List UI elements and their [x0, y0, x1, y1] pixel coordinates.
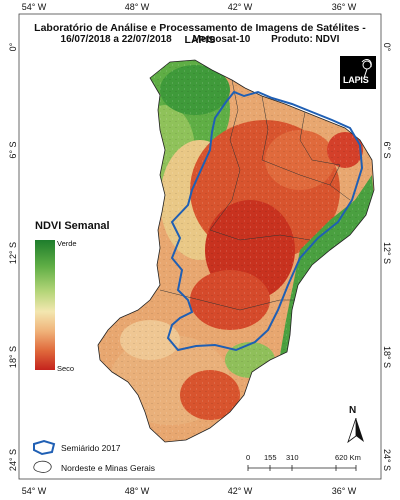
header-satellite: Meteosat-10 [192, 34, 251, 45]
north-arrow-label: N [349, 405, 357, 416]
ndvi-raster [98, 60, 374, 442]
map-legend-symbols [33, 439, 56, 473]
ndvi-legend-title: NDVI Semanal [35, 220, 110, 232]
north-arrow-icon [347, 418, 364, 444]
lon-top-2: 48° W [124, 2, 150, 12]
header-institution: Laboratório de Análise e Processamento d… [34, 22, 366, 46]
lon-top-1: 54° W [21, 2, 47, 12]
scale-tick-0: 0 [246, 453, 251, 462]
lat-right-5: 24° S [382, 448, 392, 472]
lat-left-4: 18° S [8, 345, 18, 369]
header-product: Produto: NDVI [271, 34, 340, 45]
lon-bottom-4: 36° W [331, 486, 357, 496]
lon-bottom-3: 42° W [227, 486, 253, 496]
scale-tick-3: 620 Km [335, 453, 361, 462]
scale-tick-2: 310 [286, 453, 299, 462]
lon-bottom-2: 48° W [124, 486, 150, 496]
region-outline [97, 59, 375, 443]
region-legend-label: Nordeste e Minas Gerais [61, 463, 156, 473]
lat-right-4: 18° S [382, 345, 392, 369]
semiarid-boundary [166, 90, 364, 352]
lon-top-4: 36° W [331, 2, 357, 12]
lapis-logo: LAPIS [340, 56, 376, 89]
lat-right-2: 6° S [382, 141, 392, 159]
lat-right-1: 0° [382, 42, 392, 52]
region-symbol [33, 460, 52, 473]
lat-right-3: 12° S [382, 241, 392, 265]
lat-left-1: 0° [8, 42, 18, 52]
semiarid-symbol [33, 439, 56, 456]
lat-left-5: 24° S [8, 448, 18, 472]
lat-left-2: 6° S [8, 141, 18, 159]
satellite-icon [361, 59, 372, 79]
lat-left-3: 12° S [8, 241, 18, 265]
scale-bar [247, 465, 357, 471]
ndvi-color-ramp [35, 240, 55, 370]
semiarid-legend-label: Semiárido 2017 [61, 443, 121, 453]
ndvi-legend-high: Verde [57, 239, 77, 248]
lon-bottom-1: 54° W [21, 486, 47, 496]
lapis-logo-text: LAPIS [343, 75, 369, 85]
ndvi-legend-low: Seco [57, 364, 75, 373]
map-frame [18, 13, 382, 480]
header-period: 16/07/2018 a 22/07/2018 [60, 34, 172, 45]
header-subtitle: 16/07/2018 a 22/07/2018 Meteosat-10 Prod… [20, 34, 380, 45]
scale-tick-1: 155 [264, 453, 277, 462]
state-borders [159, 79, 351, 311]
lon-top-3: 42° W [227, 2, 253, 12]
